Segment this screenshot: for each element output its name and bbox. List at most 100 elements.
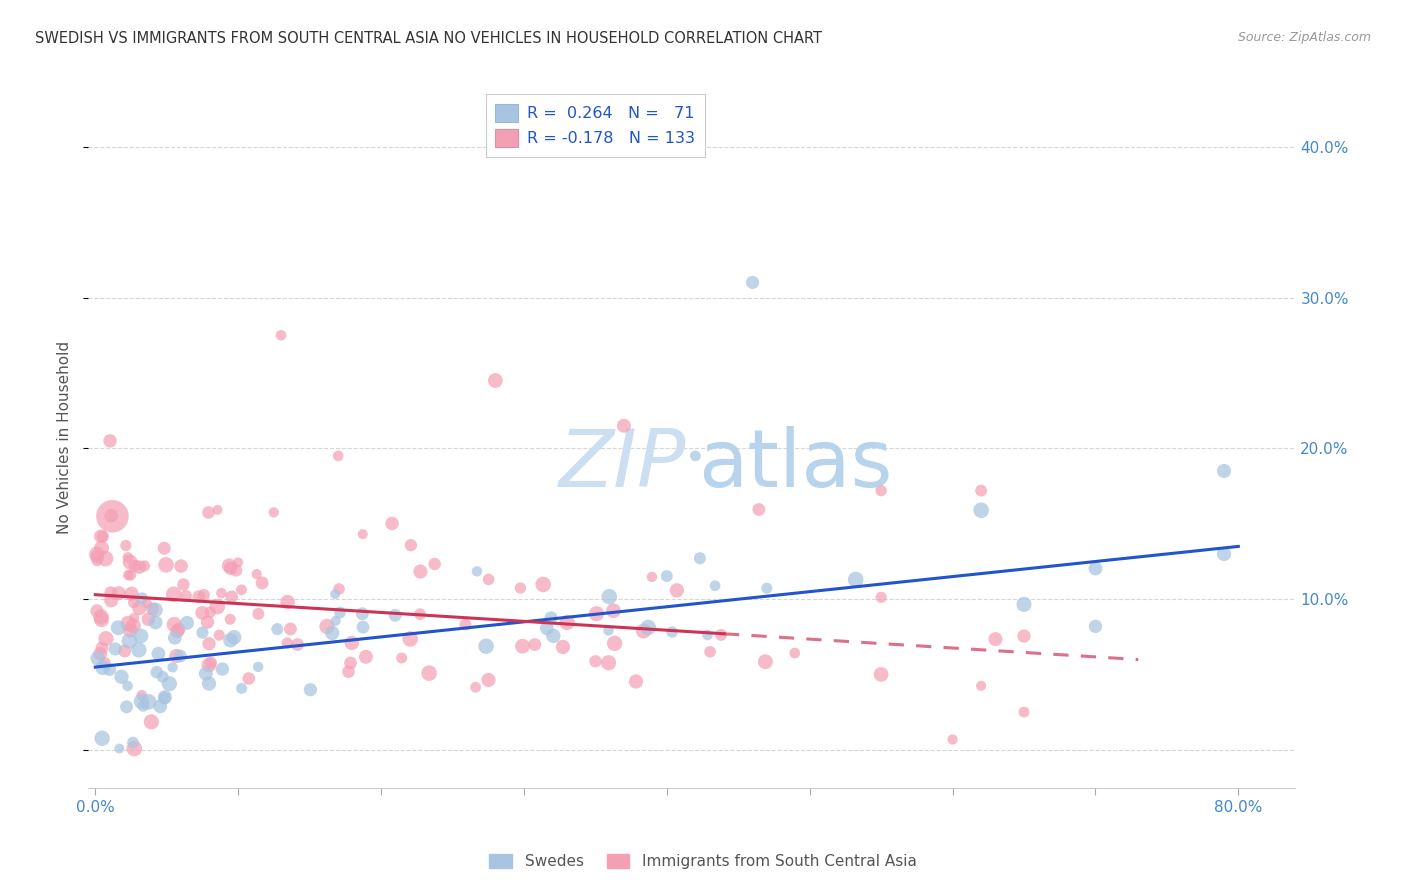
- Point: [170, 559, 193, 574]
- Point: [391, 651, 413, 665]
- Point: [138, 612, 160, 626]
- Point: [280, 622, 302, 636]
- Point: [134, 558, 156, 573]
- Point: [870, 483, 893, 498]
- Point: [598, 624, 620, 638]
- Point: [689, 551, 711, 566]
- Point: [329, 606, 352, 620]
- Point: [696, 628, 718, 642]
- Point: [478, 573, 501, 587]
- Point: [207, 503, 229, 517]
- Point: [536, 621, 558, 635]
- Point: [86, 547, 108, 561]
- Point: [153, 690, 176, 705]
- Point: [219, 612, 242, 626]
- Point: [163, 587, 186, 601]
- Point: [464, 680, 486, 694]
- Point: [337, 665, 360, 679]
- Point: [585, 654, 607, 668]
- Point: [454, 617, 477, 632]
- Point: [247, 660, 270, 674]
- Point: [193, 588, 215, 602]
- Y-axis label: No Vehicles in Household: No Vehicles in Household: [58, 341, 72, 533]
- Point: [176, 615, 198, 630]
- Point: [299, 682, 322, 697]
- Point: [423, 557, 446, 571]
- Point: [354, 649, 377, 664]
- Point: [1012, 629, 1035, 643]
- Point: [100, 585, 122, 599]
- Point: [132, 698, 155, 713]
- Point: [845, 573, 868, 587]
- Point: [118, 634, 141, 648]
- Point: [316, 619, 339, 633]
- Point: [250, 576, 273, 591]
- Point: [219, 561, 242, 575]
- Point: [91, 731, 114, 746]
- Point: [197, 506, 219, 520]
- Point: [128, 643, 150, 657]
- Point: [90, 613, 112, 627]
- Text: SWEDISH VS IMMIGRANTS FROM SOUTH CENTRAL ASIA NO VEHICLES IN HOUSEHOLD CORRELATI: SWEDISH VS IMMIGRANTS FROM SOUTH CENTRAL…: [35, 31, 823, 46]
- Point: [352, 607, 374, 621]
- Point: [399, 538, 422, 552]
- Point: [124, 558, 146, 573]
- Point: [624, 674, 647, 689]
- Point: [409, 607, 432, 622]
- Point: [613, 418, 636, 433]
- Point: [543, 629, 565, 643]
- Point: [970, 503, 993, 517]
- Point: [352, 527, 374, 541]
- Point: [352, 620, 374, 634]
- Point: [131, 694, 153, 708]
- Point: [129, 629, 152, 643]
- Point: [197, 615, 219, 629]
- Point: [166, 624, 188, 639]
- Point: [152, 670, 174, 684]
- Text: ZIP: ZIP: [558, 426, 686, 504]
- Point: [162, 660, 184, 674]
- Point: [115, 539, 138, 553]
- Point: [128, 560, 150, 574]
- Point: [100, 508, 122, 523]
- Point: [399, 632, 422, 646]
- Point: [148, 647, 170, 661]
- Point: [270, 328, 292, 343]
- Point: [174, 589, 197, 603]
- Point: [131, 688, 153, 702]
- Point: [238, 672, 260, 686]
- Point: [122, 735, 145, 749]
- Point: [153, 691, 176, 706]
- Text: atlas: atlas: [697, 426, 893, 504]
- Point: [741, 276, 763, 290]
- Point: [477, 673, 499, 687]
- Point: [86, 554, 108, 568]
- Point: [219, 633, 242, 648]
- Point: [120, 568, 142, 582]
- Point: [108, 741, 131, 756]
- Point: [699, 645, 721, 659]
- Point: [124, 741, 146, 756]
- Point: [512, 639, 534, 653]
- Point: [384, 608, 406, 623]
- Point: [661, 625, 683, 640]
- Point: [276, 636, 298, 650]
- Point: [231, 681, 253, 696]
- Point: [145, 665, 167, 680]
- Point: [142, 602, 165, 616]
- Point: [246, 567, 269, 582]
- Point: [145, 615, 167, 630]
- Point: [169, 648, 191, 663]
- Point: [91, 661, 114, 675]
- Point: [87, 651, 110, 665]
- Point: [200, 656, 222, 670]
- Point: [665, 583, 688, 598]
- Point: [970, 679, 993, 693]
- Point: [163, 631, 186, 645]
- Point: [418, 666, 440, 681]
- Legend: Swedes, Immigrants from South Central Asia: Swedes, Immigrants from South Central As…: [484, 848, 922, 875]
- Point: [94, 551, 117, 566]
- Point: [655, 569, 678, 583]
- Point: [117, 679, 139, 693]
- Point: [136, 597, 159, 611]
